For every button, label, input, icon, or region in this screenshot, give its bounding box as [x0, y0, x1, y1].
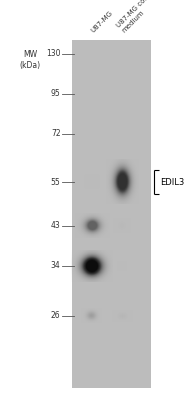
Text: 55: 55	[51, 178, 60, 186]
Text: 130: 130	[46, 50, 60, 58]
Text: 72: 72	[51, 130, 60, 138]
Text: U87-MG: U87-MG	[90, 10, 114, 34]
Text: MW
(kDa): MW (kDa)	[20, 50, 41, 70]
Text: 95: 95	[51, 90, 60, 98]
Text: U87-MG conditioned
medium: U87-MG conditioned medium	[115, 0, 175, 34]
Text: 43: 43	[51, 222, 60, 230]
Text: 26: 26	[51, 312, 60, 320]
Bar	[72, 40, 151, 388]
Text: 34: 34	[51, 262, 60, 270]
Text: EDIL3: EDIL3	[160, 178, 184, 186]
